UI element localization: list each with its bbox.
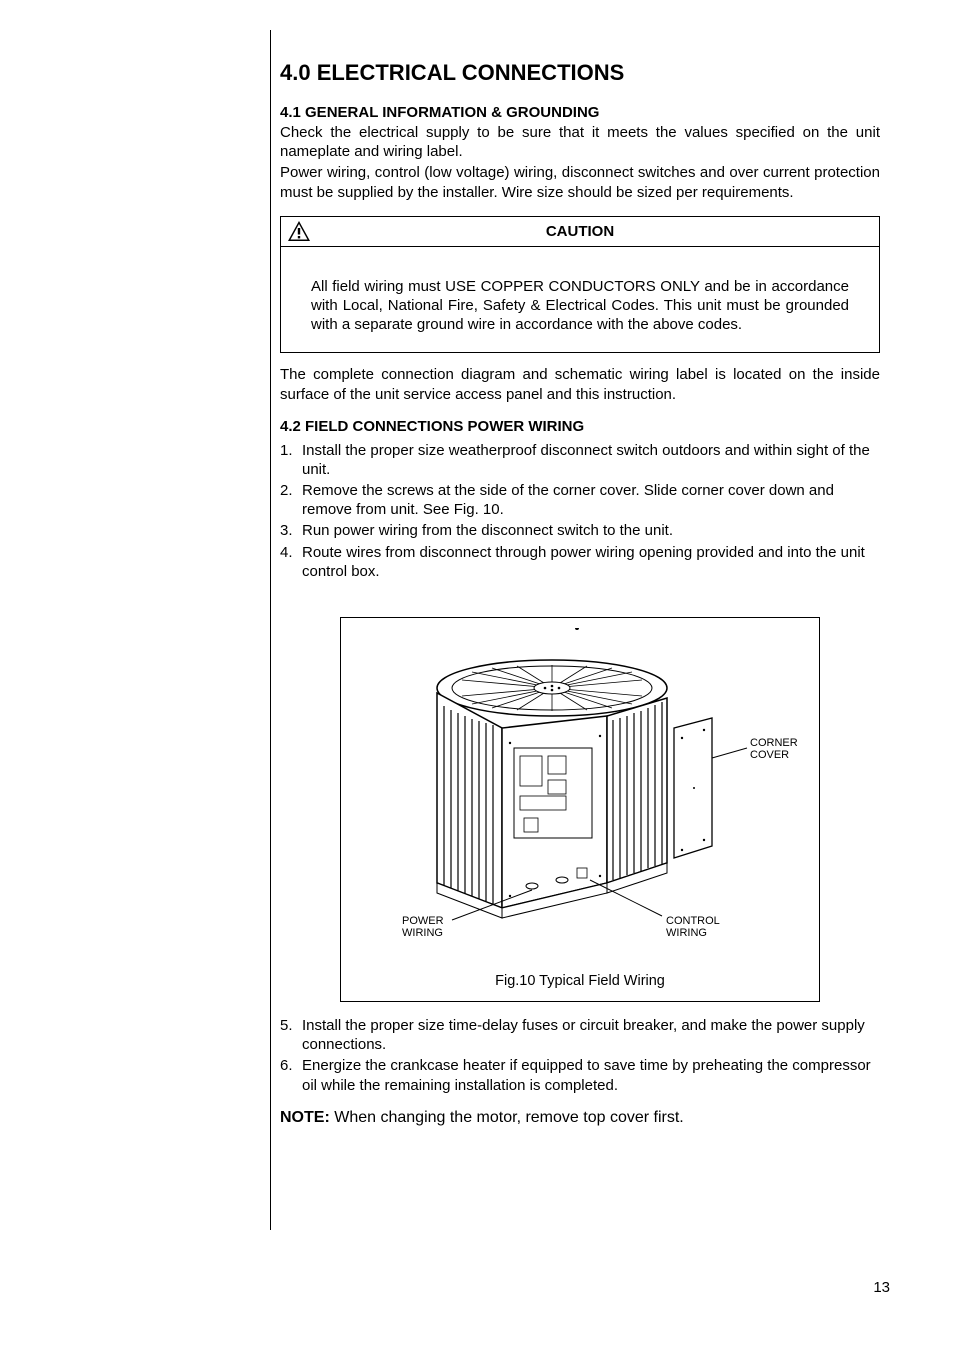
- caution-title: CAUTION: [546, 223, 614, 240]
- subsection-4-2-heading: 4.2 FIELD CONNECTIONS POWER WIRING: [280, 418, 880, 435]
- steps-list-2: Install the proper size time-delay fuses…: [280, 1016, 880, 1095]
- page-number: 13: [873, 1279, 890, 1296]
- paragraph: Check the electrical supply to be sure t…: [280, 123, 880, 161]
- figure-caption: Fig.10 Typical Field Wiring: [351, 973, 809, 989]
- label-control-1: CONTROL: [666, 915, 720, 927]
- label-control-2: WIRING: [666, 927, 707, 939]
- steps-list-1: Install the proper size weatherproof dis…: [280, 441, 880, 581]
- label-corner-cover-1: CORNER: [750, 737, 798, 749]
- list-item: Install the proper size time-delay fuses…: [280, 1016, 880, 1054]
- paragraph: The complete connection diagram and sche…: [280, 365, 880, 403]
- figure-10: CORNER COVER POWER WIRING CONTROL WIRING…: [340, 617, 820, 1002]
- paragraph: Power wiring, control (low voltage) wiri…: [280, 163, 880, 201]
- warning-icon: [287, 220, 311, 247]
- caution-body: All field wiring must USE COPPER CONDUCT…: [281, 247, 879, 353]
- page-content: 4.0 ELECTRICAL CONNECTIONS 4.1 GENERAL I…: [280, 30, 880, 1187]
- list-item: Install the proper size weatherproof dis…: [280, 441, 880, 479]
- caution-header: CAUTION: [281, 217, 879, 247]
- label-power-2: WIRING: [402, 927, 443, 939]
- note-text: When changing the motor, remove top cove…: [330, 1109, 684, 1126]
- note: NOTE: When changing the motor, remove to…: [280, 1109, 880, 1127]
- label-power-1: POWER: [402, 915, 444, 927]
- list-item: Energize the crankcase heater if equippe…: [280, 1056, 880, 1094]
- caution-box: CAUTION All field wiring must USE COPPER…: [280, 216, 880, 354]
- note-label: NOTE:: [280, 1109, 330, 1126]
- section-title: 4.0 ELECTRICAL CONNECTIONS: [280, 60, 880, 86]
- subsection-4-1-heading: 4.1 GENERAL INFORMATION & GROUNDING: [280, 104, 880, 121]
- label-corner-cover-2: COVER: [750, 749, 789, 761]
- list-item: Route wires from disconnect through powe…: [280, 543, 880, 581]
- content-divider: [270, 30, 271, 1230]
- unit-wiring-illustration: CORNER COVER POWER WIRING CONTROL WIRING: [352, 628, 808, 958]
- list-item: Remove the screws at the side of the cor…: [280, 481, 880, 519]
- list-item: Run power wiring from the disconnect swi…: [280, 521, 880, 540]
